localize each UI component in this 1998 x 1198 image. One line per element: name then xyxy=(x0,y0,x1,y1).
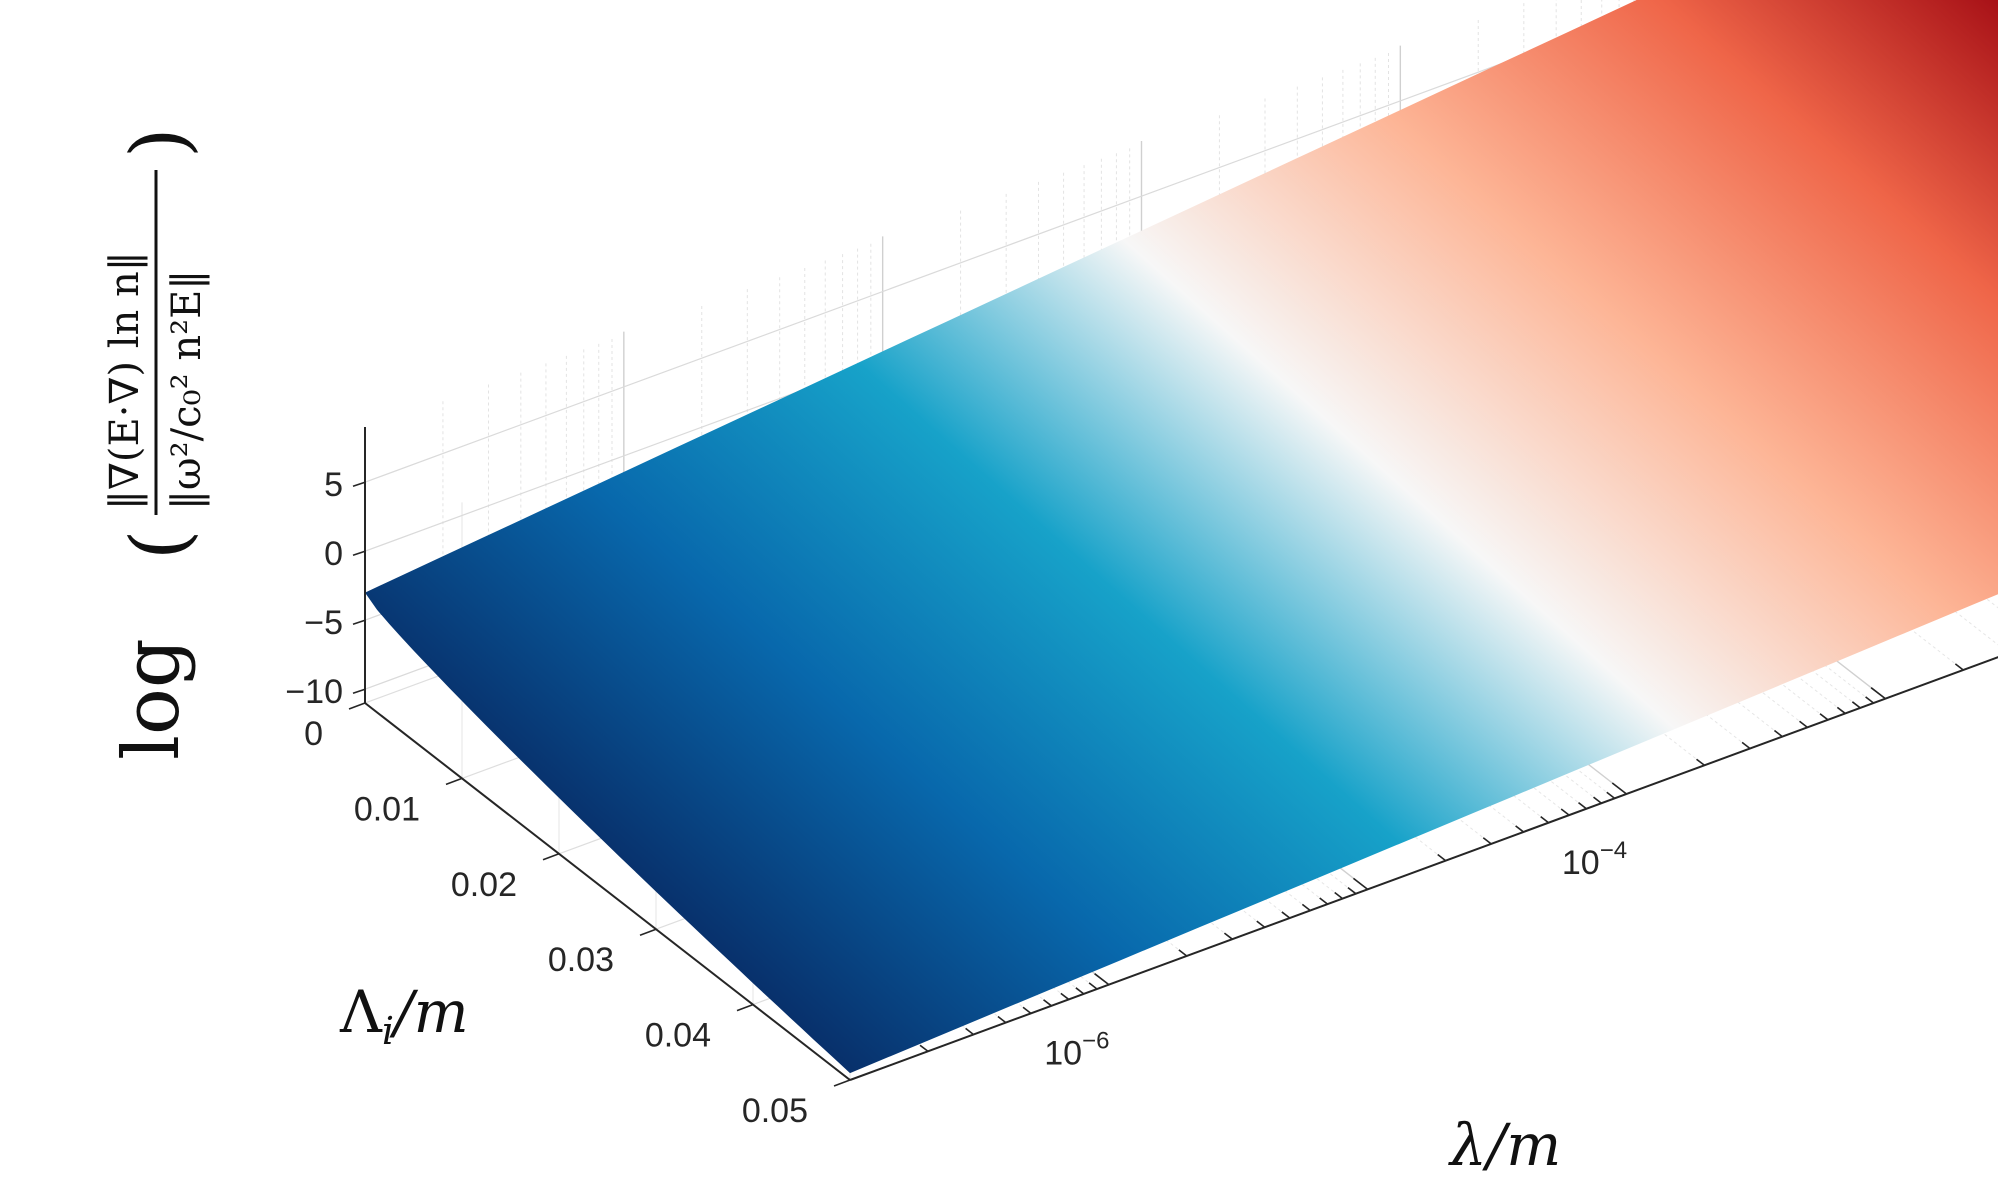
surface-mesh xyxy=(365,0,1998,1074)
x-tick-exponent: −4 xyxy=(1600,837,1627,864)
x-axis-tick xyxy=(1094,973,1110,986)
x-axis-tick xyxy=(1593,796,1602,804)
x-axis-tick xyxy=(1319,897,1329,905)
z-axis-tick-label: 5 xyxy=(324,466,343,504)
x-axis-tick xyxy=(1347,886,1357,895)
x-axis-tick xyxy=(1334,891,1344,900)
x-axis-tick xyxy=(1075,987,1085,995)
y-axis-tick-label: 0 xyxy=(304,715,323,753)
z-axis-label-denominator: ‖ω²/c₀² n²E‖ xyxy=(164,270,210,510)
z-axis-tick-label: −10 xyxy=(285,673,343,711)
x-axis-tick xyxy=(1870,687,1886,700)
y-axis-label: Λi/m xyxy=(339,978,469,1053)
x-axis-tick xyxy=(1851,701,1861,709)
x-axis-tick xyxy=(1256,920,1266,928)
z-axis-label-numerator: ‖∇(E·∇) ln n‖ xyxy=(102,251,148,510)
x-axis-tick xyxy=(1178,949,1188,957)
x-axis-tick xyxy=(1223,932,1233,940)
x-axis-tick xyxy=(1819,713,1829,721)
z-axis-tick xyxy=(352,481,366,487)
y-axis-tick xyxy=(542,853,560,861)
x-axis-tick xyxy=(1301,903,1311,912)
x-axis-tick-label: 10−6 xyxy=(1044,1028,1109,1073)
y-axis-tick xyxy=(833,1079,851,1087)
x-axis-tick xyxy=(1578,802,1587,810)
x-tick-base: 10 xyxy=(1562,844,1600,882)
x-axis-tick xyxy=(919,1044,929,1052)
x-axis-tick xyxy=(1799,720,1808,728)
tick-layer: 10−610−410−200.010.020.030.040.05−10−505 xyxy=(285,466,1964,1130)
z-axis-tick xyxy=(352,688,366,694)
x-tick-base: 10 xyxy=(1044,1035,1082,1073)
x-axis-tick xyxy=(1560,808,1570,816)
z-axis-tick-label: 0 xyxy=(324,535,343,573)
y-axis-line xyxy=(364,702,851,1081)
x-axis-tick xyxy=(1515,825,1524,833)
x-axis-tick xyxy=(1611,782,1627,795)
x-axis-tick xyxy=(997,1015,1007,1024)
x-axis-tick xyxy=(1741,741,1751,750)
x-axis-tick xyxy=(1060,992,1070,1001)
y-axis-tick xyxy=(445,777,463,786)
x-axis-tick xyxy=(1836,706,1846,715)
x-axis-tick xyxy=(1540,815,1550,824)
x-axis-tick xyxy=(1954,663,1964,671)
y-axis-tick-label: 0.01 xyxy=(354,790,420,828)
x-axis-tick xyxy=(1773,729,1783,738)
y-axis-tick-label: 0.05 xyxy=(742,1092,808,1130)
x-axis-label: λ/m xyxy=(1448,1111,1561,1179)
x-tick-exponent: −6 xyxy=(1082,1028,1109,1055)
y-axis-tick xyxy=(639,928,657,936)
z-axis-label-rparen: ) xyxy=(115,128,205,158)
z-axis-tick xyxy=(352,550,366,556)
x-axis-tick xyxy=(1352,877,1369,890)
y-axis-tick-label: 0.04 xyxy=(645,1017,711,1055)
x-axis-tick xyxy=(965,1027,974,1036)
y-axis-tick-label: 0.02 xyxy=(451,866,517,904)
y-axis-tick xyxy=(348,702,366,710)
z-axis-tick-label: −5 xyxy=(304,604,343,642)
x-axis-tick xyxy=(1482,837,1492,845)
x-axis-tick xyxy=(1281,911,1291,919)
z-axis-label-lparen: ( xyxy=(115,530,205,560)
x-axis-tick xyxy=(1088,982,1098,990)
y-axis-tick-label: 0.03 xyxy=(548,941,614,979)
surface-layer xyxy=(365,0,1998,1074)
x-axis-tick xyxy=(1606,791,1616,799)
x-axis-tick xyxy=(1022,1006,1032,1014)
z-axis-label-log: log xyxy=(107,638,197,760)
x-axis-tick xyxy=(1437,853,1447,862)
x-axis-tick xyxy=(1043,999,1052,1007)
y-axis-tick xyxy=(736,1003,754,1012)
x-axis-tick xyxy=(835,1068,851,1081)
z-axis-label: log ( ‖∇(E·∇) ln n‖ ‖ω²/c₀² n²E‖ ) xyxy=(102,128,210,760)
x-axis-tick xyxy=(1865,696,1874,704)
x-axis-tick-label: 10−4 xyxy=(1562,837,1627,882)
x-axis-tick xyxy=(1696,758,1705,766)
z-axis-tick xyxy=(352,619,366,625)
